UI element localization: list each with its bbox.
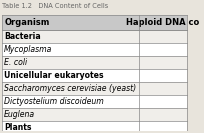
Text: Plants: Plants: [4, 123, 32, 132]
FancyBboxPatch shape: [2, 15, 187, 30]
FancyBboxPatch shape: [2, 121, 187, 133]
FancyBboxPatch shape: [2, 108, 187, 121]
Text: Organism: Organism: [4, 18, 50, 27]
FancyBboxPatch shape: [2, 95, 187, 108]
Text: Mycoplasma: Mycoplasma: [4, 45, 53, 54]
Text: Unicellular eukaryotes: Unicellular eukaryotes: [4, 71, 104, 80]
FancyBboxPatch shape: [2, 43, 187, 56]
Text: Table 1.2   DNA Content of Cells: Table 1.2 DNA Content of Cells: [2, 3, 108, 9]
Text: Saccharomyces cerevisiae (yeast): Saccharomyces cerevisiae (yeast): [4, 84, 136, 93]
Text: E. coli: E. coli: [4, 58, 27, 67]
FancyBboxPatch shape: [2, 82, 187, 95]
Text: Dictyostelium discoideum: Dictyostelium discoideum: [4, 97, 104, 106]
FancyBboxPatch shape: [2, 30, 187, 43]
FancyBboxPatch shape: [2, 69, 187, 82]
Text: Bacteria: Bacteria: [4, 32, 41, 41]
FancyBboxPatch shape: [2, 56, 187, 69]
Text: Haploid DNA co: Haploid DNA co: [126, 18, 200, 27]
Text: Euglena: Euglena: [4, 110, 35, 119]
